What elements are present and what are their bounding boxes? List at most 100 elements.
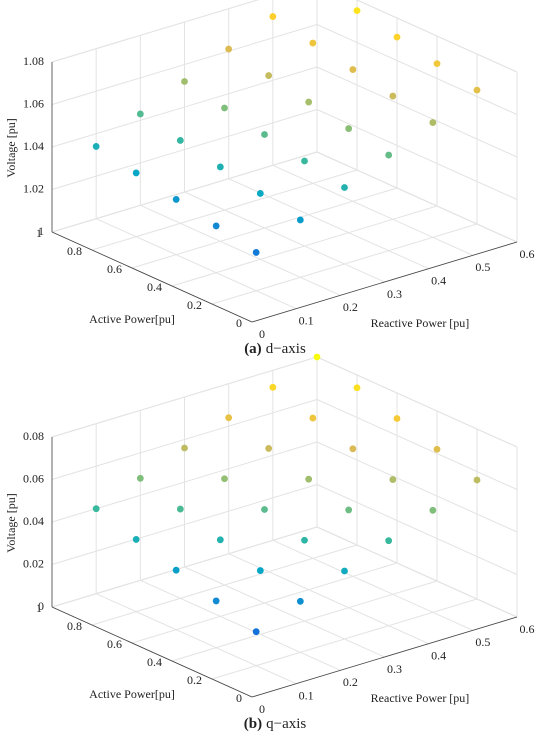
y-tick-label: 0.6 [520,247,535,261]
axis-line [51,231,253,323]
grid-line [95,593,297,685]
point [429,506,437,514]
axis-line [251,616,518,698]
z-tick-label: 0.02 [23,556,44,570]
point [389,476,397,483]
point [225,45,233,53]
caption-text: d−axis [266,341,306,357]
y-tick-label: 0.1 [299,313,314,327]
point [433,60,441,68]
grid-line [140,579,341,671]
point [181,78,188,85]
point [261,131,268,138]
grid-line [51,151,318,233]
point [433,445,441,453]
point [136,110,144,118]
grid-line [51,484,318,565]
chart: 00.20.40.60.8100.10.20.30.40.50.600.020.… [4,353,535,732]
point [136,474,144,482]
point [345,125,353,132]
point [181,444,188,452]
z-tick-label: 1.02 [23,181,44,195]
grid-line [184,191,385,283]
point [216,163,224,171]
y-tick-label: 0.2 [343,675,358,689]
caption: (a) d−axis [244,341,306,357]
point [393,33,401,41]
point [305,475,313,483]
z-tick-label: 1 [38,224,44,238]
point [353,384,361,392]
y-axis-label: Reactive Power [pu] [371,316,470,330]
x-tick-label: 1 [36,226,42,240]
point [221,475,228,483]
y-tick-label: 0.2 [343,300,358,314]
point [176,137,184,144]
grid-line [51,356,318,438]
y-tick-label: 0.3 [387,662,402,676]
point [172,196,180,203]
point [92,143,100,150]
z-tick-label: 0 [38,599,44,613]
point [212,597,220,605]
grid-line [316,109,518,200]
grid-line [140,204,341,296]
point [221,104,228,112]
grid-line [272,539,474,631]
point [216,536,224,544]
point [341,184,348,191]
x-tick-label: 0.6 [107,262,122,276]
grid-line [316,151,518,243]
y-tick-label: 0.6 [520,622,535,636]
point [132,169,140,177]
point [313,353,321,361]
point [389,92,397,100]
z-tick-label: 1.08 [23,54,44,68]
point [473,476,481,484]
z-tick-label: 0.04 [23,514,44,528]
point [353,7,361,15]
x-tick-label: 0 [236,691,242,705]
grid-line [272,164,474,256]
caption: (b) q−axis [244,716,307,732]
x-tick-label: 0.8 [67,619,82,633]
grid-line [184,566,385,658]
point [429,119,437,126]
point [301,157,308,165]
grid-line [316,399,518,490]
grid-line [316,441,518,533]
point [261,506,268,513]
point [385,537,393,545]
point [252,249,260,256]
z-axis-label: Voltage [pu] [4,493,18,552]
x-tick-label: 0.4 [147,280,162,294]
caption-label: (b) [244,716,262,732]
point [212,222,220,230]
point [341,567,348,575]
x-axis-label: Active Power[pu] [89,687,175,701]
point [132,536,140,543]
grid-line [51,24,318,105]
x-tick-label: 0.2 [187,298,202,312]
grid-line [316,526,518,618]
grid-line [316,66,518,158]
point [296,597,304,605]
point [296,216,304,224]
point [176,505,184,513]
axis-line [51,606,253,698]
y-tick-label: 0 [259,702,265,716]
grid-line [51,0,260,63]
point [269,13,277,20]
point [385,151,393,159]
grid-line [355,0,518,73]
point [252,628,260,636]
y-tick-label: 0.4 [431,648,446,662]
point [349,66,357,73]
point [269,383,277,391]
y-tick-label: 0.5 [475,260,490,274]
point [309,414,317,422]
y-axis-label: Reactive Power [pu] [371,691,470,705]
point [256,190,264,197]
point [393,415,401,422]
x-tick-label: 1 [36,601,42,615]
